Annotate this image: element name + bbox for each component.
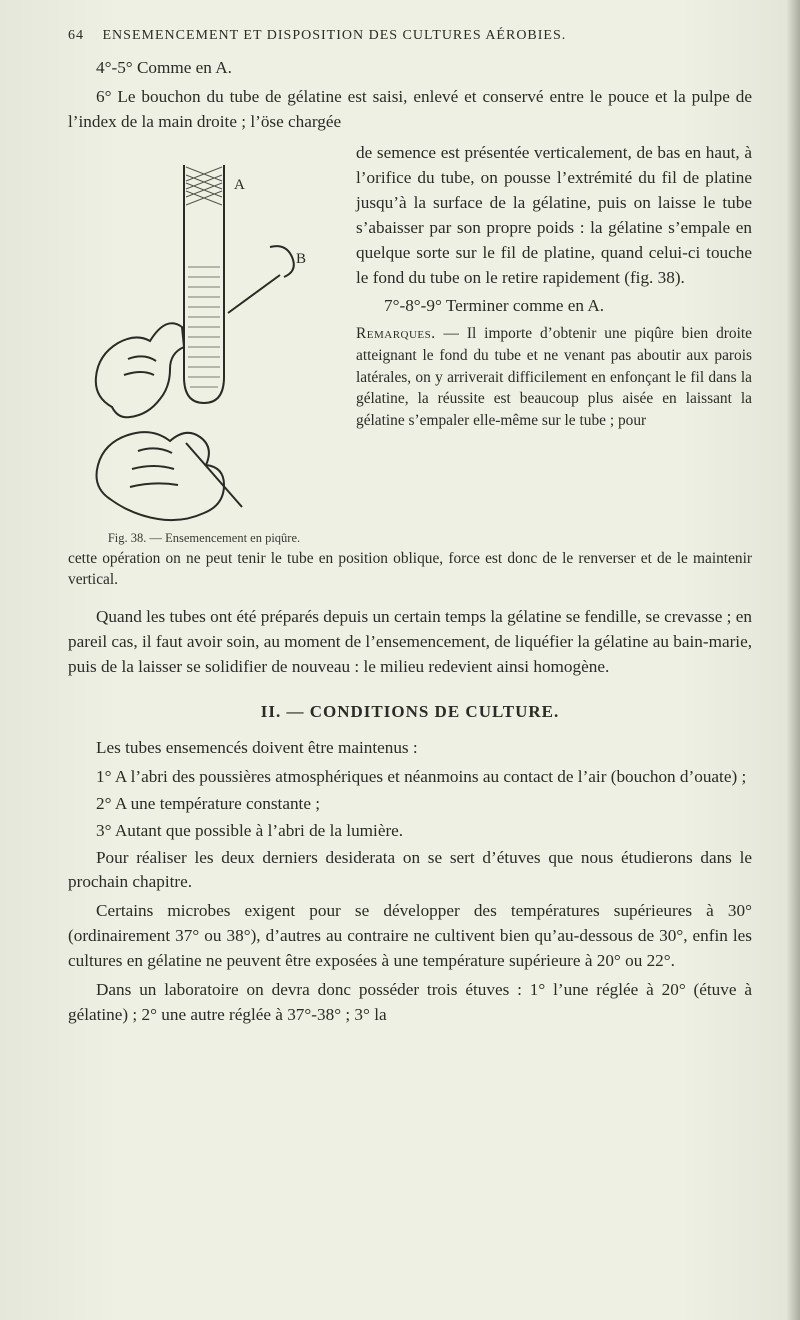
figure-label-a: A (234, 177, 245, 193)
remarks-tail: cette opération on ne peut tenir le tube… (68, 548, 752, 591)
figure-text-wrap: A B Fig. 38. — Ensemencement en piqûre. … (68, 141, 752, 431)
figure-38-svg: A B (74, 147, 334, 527)
paragraph-6: Les tubes ensemencés doivent être mainte… (68, 736, 752, 761)
section-heading: II. — CONDITIONS DE CULTURE. (68, 702, 752, 722)
figure-label-b: B (296, 251, 306, 267)
list-item-1: 1° A l’abri des poussières atmosphérique… (68, 765, 752, 790)
paragraph-5: Quand les tubes ont été préparés depuis … (68, 605, 752, 680)
page: 64 ENSEMENCEMENT ET DISPOSITION DES CULT… (0, 0, 800, 1320)
paragraph-1: 4°-5° Comme en A. (68, 56, 752, 81)
list-item-3: 3° Autant que possible à l’abri de la lu… (68, 819, 752, 844)
figure-caption: Fig. 38. — Ensemencement en piqûre. (68, 531, 340, 546)
paragraph-8: Certains microbes exigent pour se dévelo… (68, 899, 752, 974)
paragraph-7: Pour réaliser les deux derniers desidera… (68, 846, 752, 896)
running-head: 64 ENSEMENCEMENT ET DISPOSITION DES CULT… (68, 28, 752, 44)
remarks-label: Remarques. (356, 325, 436, 342)
page-edge-shadow (786, 0, 800, 1320)
page-number: 64 (68, 28, 98, 44)
paragraph-9: Dans un laboratoire on devra donc posséd… (68, 978, 752, 1028)
paragraph-2: 6° Le bouchon du tube de gélatine est sa… (68, 85, 752, 135)
figure-38: A B Fig. 38. — Ensemencement en piqûre. (68, 147, 340, 546)
list-item-2: 2° A une température constante ; (68, 792, 752, 817)
running-title: ENSEMENCEMENT ET DISPOSITION DES CULTURE… (103, 28, 567, 43)
